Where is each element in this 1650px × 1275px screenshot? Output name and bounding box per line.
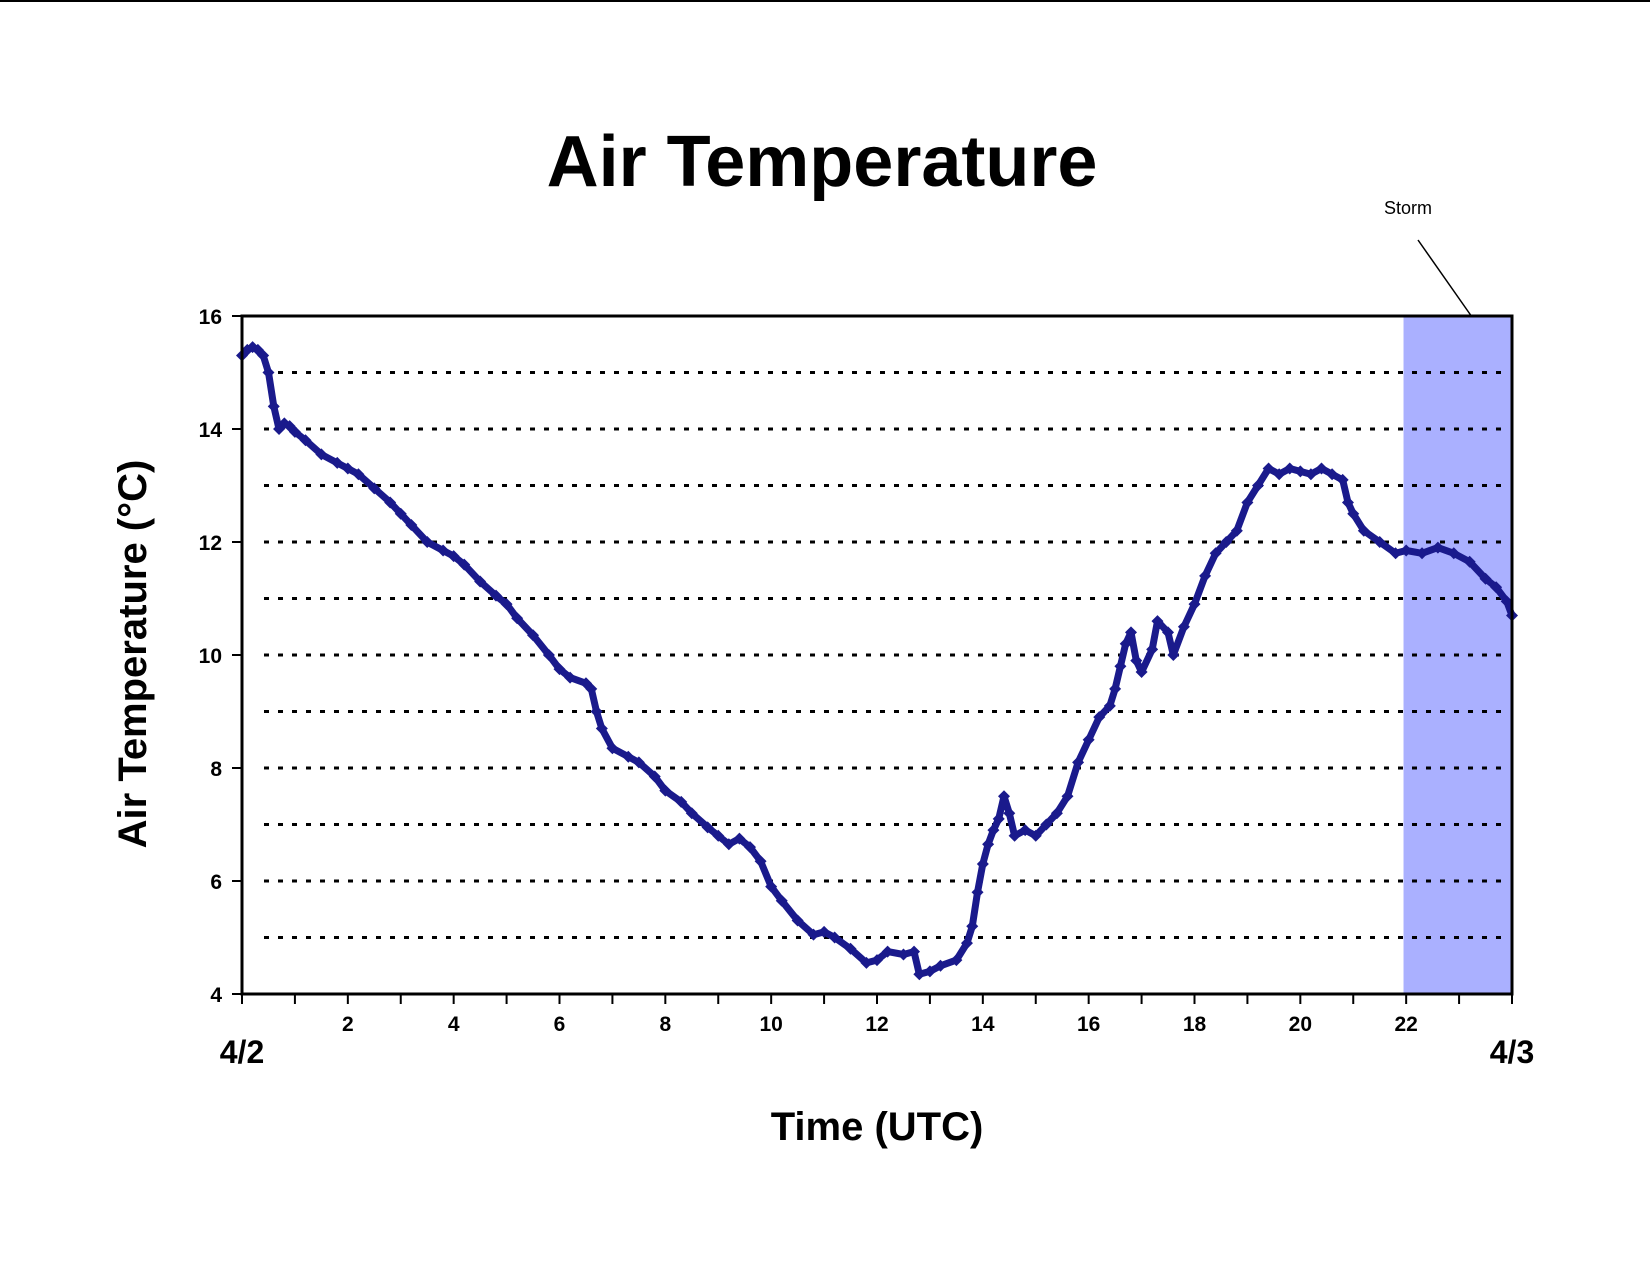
x-tick-label-14: 14	[971, 1013, 995, 1036]
data-series-line	[239, 343, 1516, 978]
date-end-label: 4/3	[1490, 1034, 1534, 1070]
storm-annotation-leader	[1417, 239, 1473, 318]
x-tick-label-2: 2	[342, 1013, 354, 1036]
x-tick-label-4: 4	[448, 1013, 460, 1036]
storm-annotation-label: Storm	[1384, 198, 1432, 218]
data-points	[236, 341, 1518, 981]
y-tick-label-16: 16	[199, 306, 222, 329]
x-tick-label-22: 22	[1394, 1013, 1417, 1036]
y-tick-label-4: 4	[210, 984, 222, 1007]
x-tick-label-16: 16	[1077, 1013, 1100, 1036]
x-tick-label-18: 18	[1183, 1013, 1207, 1036]
chart-title: Air Temperature	[547, 122, 1098, 202]
x-tick-label-8: 8	[659, 1013, 671, 1036]
y-tick-label-6: 6	[210, 871, 222, 894]
x-tick-label-6: 6	[554, 1013, 566, 1036]
date-start-label: 4/2	[220, 1034, 264, 1070]
axis-ticks: 2 4 6 8 10 12 14 16 18 20 22 4 6 8 10 12 14 16	[199, 306, 1513, 1036]
top-border-line	[0, 0, 1650, 2]
x-axis-title: Time (UTC)	[771, 1105, 984, 1149]
x-tick-label-10: 10	[759, 1013, 782, 1036]
y-tick-label-8: 8	[210, 758, 222, 781]
gridlines	[264, 371, 1506, 939]
x-tick-label-12: 12	[865, 1013, 888, 1036]
x-tick-label-20: 20	[1289, 1013, 1312, 1036]
y-axis-title: Air Temperature (°C)	[111, 460, 155, 849]
y-tick-label-10: 10	[199, 645, 222, 668]
y-tick-label-14: 14	[199, 419, 223, 442]
y-tick-label-12: 12	[199, 532, 222, 555]
